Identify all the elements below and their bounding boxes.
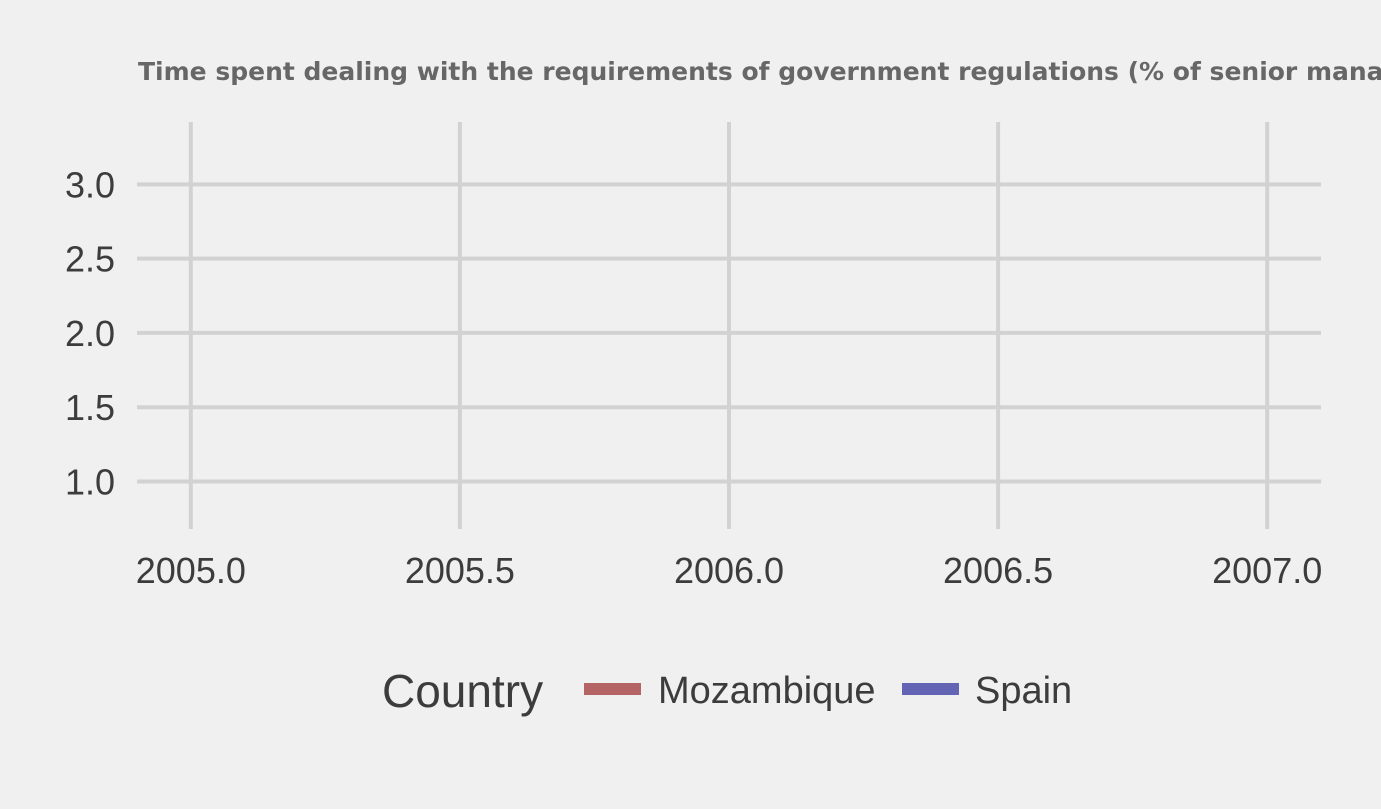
x-tick-label: 2006.5 — [943, 550, 1053, 591]
grid — [137, 122, 1321, 529]
y-tick-label: 2.0 — [65, 313, 115, 354]
x-tick-label: 2007.0 — [1212, 550, 1322, 591]
legend-label: Mozambique — [658, 670, 876, 712]
x-tick-label: 2006.0 — [674, 550, 784, 591]
chart-title: Time spent dealing with the requirements… — [138, 57, 1381, 86]
x-tick-label: 2005.5 — [405, 550, 515, 591]
legend-label: Spain — [975, 670, 1072, 712]
y-axis-ticks: 1.0 1.5 2.0 2.5 3.0 — [65, 164, 115, 502]
y-tick-label: 3.0 — [65, 164, 115, 205]
legend-key — [584, 683, 641, 695]
x-tick-label: 2005.0 — [136, 550, 246, 591]
y-tick-label: 2.5 — [65, 239, 115, 280]
x-axis-ticks: 2005.0 2005.5 2006.0 2006.5 2007.0 — [136, 550, 1322, 591]
legend-title: Country — [382, 665, 543, 717]
y-tick-label: 1.5 — [65, 387, 115, 428]
legend-key — [902, 683, 959, 695]
legend-items: Mozambique Spain — [584, 670, 1072, 712]
legend: Country Mozambique Spain — [382, 665, 1072, 717]
y-tick-label: 1.0 — [65, 461, 115, 502]
